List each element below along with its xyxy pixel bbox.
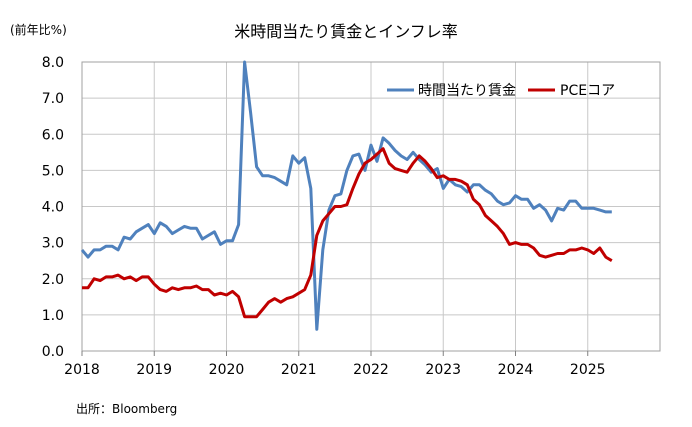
y-tick-label: 3.0 [42,236,64,252]
legend: 時間当たり賃金 PCEコア [387,83,615,99]
x-tick-label: 2021 [281,362,317,378]
x-axis-ticks: 2018 2019 2020 2021 2022 2023 2024 2025 [64,351,606,378]
x-tick-label: 2023 [425,362,461,378]
y-tick-label: 1.0 [42,308,64,324]
source-note: 出所：Bloomberg [76,402,177,416]
y-axis-unit-label: (前年比%) [10,22,67,37]
x-tick-label: 2019 [136,362,172,378]
wage-series-line [80,60,612,331]
x-tick-label: 2024 [498,362,534,378]
chart-title: 米時間当たり賃金とインフレ率 [234,22,458,41]
x-tick-label: 2022 [353,362,389,378]
y-tick-label: 4.0 [42,200,64,216]
legend-label-pce-core: PCEコア [560,83,615,99]
pce-core-series-line [82,147,613,319]
x-tick-label: 2020 [209,362,245,378]
y-tick-label: 0.0 [42,344,64,360]
y-tick-label: 6.0 [42,127,64,143]
y-tick-label: 8.0 [42,55,64,71]
y-axis-ticks: 8.0 7.0 6.0 5.0 4.0 3.0 2.0 1.0 0.0 [42,55,64,360]
x-tick-label: 2025 [570,362,606,378]
gridlines [81,61,660,352]
y-tick-label: 2.0 [42,272,64,288]
series-lines [80,60,613,331]
y-tick-label: 5.0 [42,163,64,179]
x-tick-label: 2018 [64,362,100,378]
legend-label-wage: 時間当たり賃金 [418,83,516,99]
y-tick-label: 7.0 [42,91,64,107]
